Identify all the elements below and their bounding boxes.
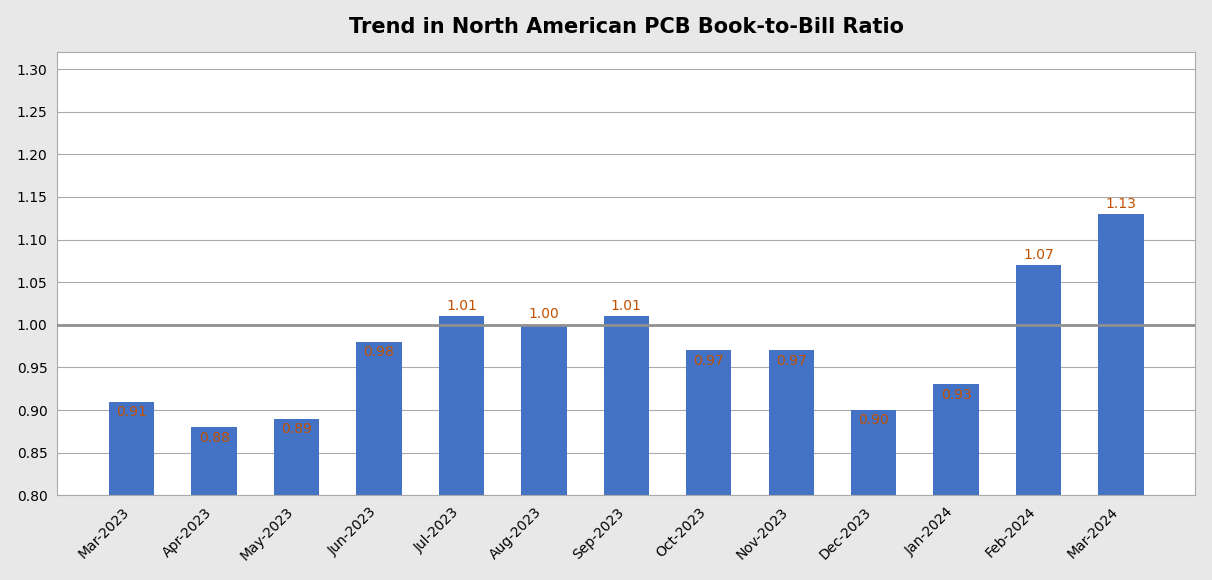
Text: 0.89: 0.89 bbox=[281, 422, 311, 436]
Bar bbox=[1016, 265, 1062, 495]
Bar bbox=[274, 419, 319, 495]
Bar bbox=[686, 350, 731, 495]
Text: 0.88: 0.88 bbox=[199, 430, 229, 444]
Bar bbox=[439, 316, 484, 495]
Bar bbox=[933, 385, 979, 495]
Bar bbox=[851, 410, 897, 495]
Text: 0.93: 0.93 bbox=[941, 388, 972, 402]
Text: 0.91: 0.91 bbox=[116, 405, 147, 419]
Bar bbox=[109, 401, 154, 495]
Text: 1.01: 1.01 bbox=[446, 299, 476, 313]
Text: 0.97: 0.97 bbox=[776, 354, 806, 368]
Text: 1.00: 1.00 bbox=[528, 307, 559, 321]
Text: 1.07: 1.07 bbox=[1023, 248, 1054, 262]
Bar bbox=[356, 342, 401, 495]
Bar bbox=[521, 325, 566, 495]
Text: 1.01: 1.01 bbox=[611, 299, 641, 313]
Text: 0.98: 0.98 bbox=[364, 345, 394, 359]
Text: 1.13: 1.13 bbox=[1105, 197, 1137, 211]
Bar bbox=[604, 316, 648, 495]
Bar bbox=[1098, 214, 1144, 495]
Title: Trend in North American PCB Book-to-Bill Ratio: Trend in North American PCB Book-to-Bill… bbox=[349, 17, 904, 37]
Bar bbox=[191, 427, 236, 495]
Bar bbox=[768, 350, 813, 495]
Text: 0.97: 0.97 bbox=[693, 354, 724, 368]
Text: 0.90: 0.90 bbox=[858, 414, 888, 427]
